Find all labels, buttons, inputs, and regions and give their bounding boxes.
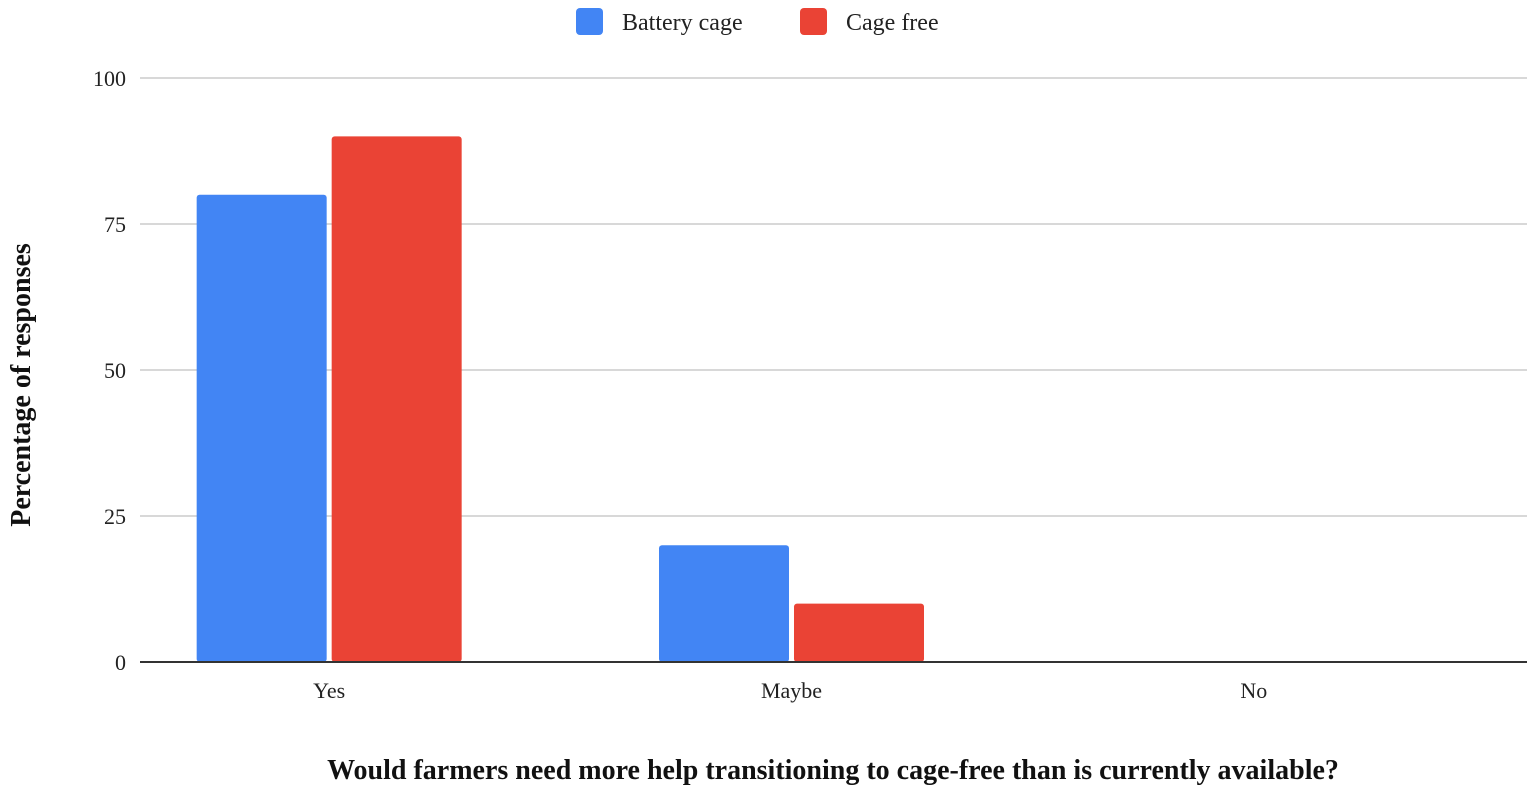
legend: Battery cage Cage free bbox=[576, 8, 939, 36]
legend-label: Cage free bbox=[846, 10, 939, 36]
legend-label: Battery cage bbox=[622, 10, 743, 36]
bar-maybe-cage-free bbox=[794, 603, 924, 662]
x-axis-title: Would farmers need more help transitioni… bbox=[327, 755, 1339, 786]
x-axis-ticks: Yes Maybe No bbox=[313, 678, 1267, 703]
legend-swatch bbox=[576, 8, 603, 35]
bar-yes-cage-free bbox=[331, 136, 462, 662]
legend-item-cage-free: Cage free bbox=[800, 8, 939, 36]
x-tick-label: Maybe bbox=[761, 678, 822, 703]
legend-item-battery-cage: Battery cage bbox=[576, 8, 743, 36]
bars bbox=[196, 136, 924, 663]
y-tick-label: 0 bbox=[115, 650, 126, 675]
legend-swatch bbox=[800, 8, 827, 35]
y-axis-ticks: 0 25 50 75 100 bbox=[93, 66, 126, 675]
bar-maybe-battery-cage bbox=[659, 545, 789, 662]
y-tick-label: 100 bbox=[93, 66, 126, 91]
y-tick-label: 50 bbox=[104, 358, 126, 383]
x-tick-label: No bbox=[1240, 678, 1267, 703]
bar-yes-battery-cage bbox=[196, 194, 327, 663]
y-tick-label: 25 bbox=[104, 504, 126, 529]
y-axis-title: Percentage of responses bbox=[6, 243, 37, 527]
y-tick-label: 75 bbox=[104, 212, 126, 237]
x-tick-label: Yes bbox=[313, 678, 345, 703]
